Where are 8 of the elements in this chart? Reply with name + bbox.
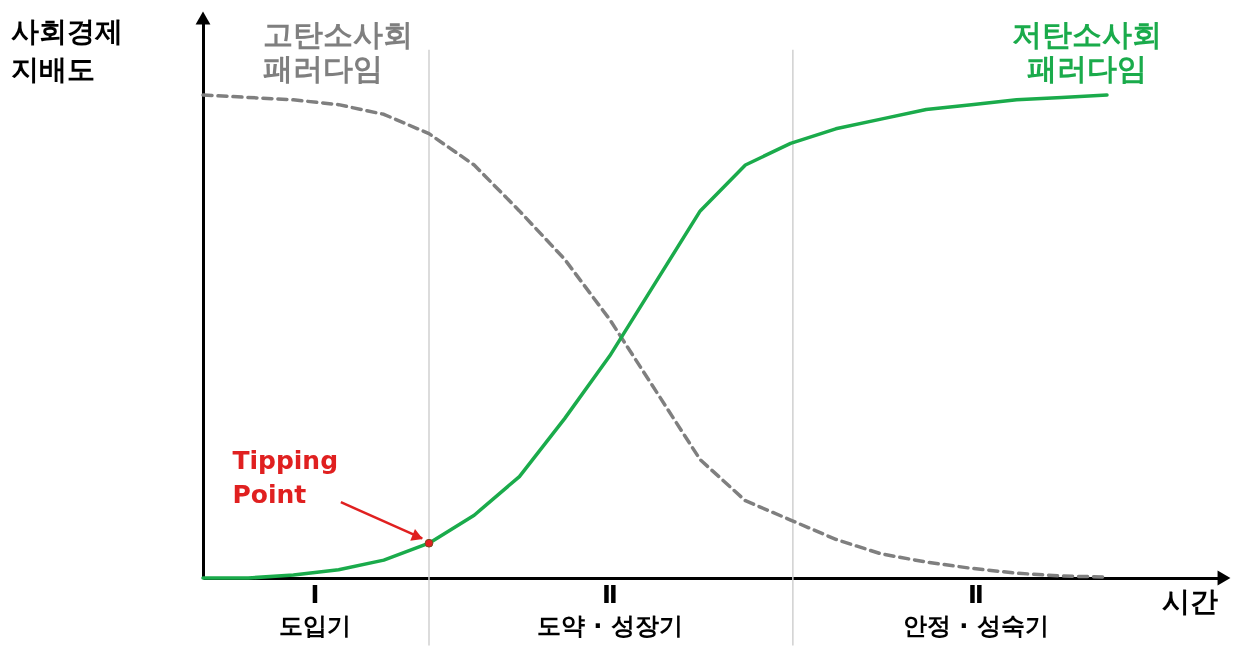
series-label: 저탄소사회 패러다임 — [1012, 17, 1162, 86]
text: Ⅱ 도약 · 성장기 — [536, 581, 683, 640]
text: Ⅱ 안정 · 성숙기 — [903, 581, 1049, 640]
y-axis-title: 사회경제 지배도 — [10, 14, 123, 86]
text: Ⅰ 도입기 — [278, 581, 351, 640]
series-label: 고탄소사회 패러다임 — [263, 17, 413, 86]
annotation: Tipping Point — [232, 446, 339, 510]
x-axis-title: 시간 — [1161, 584, 1218, 618]
